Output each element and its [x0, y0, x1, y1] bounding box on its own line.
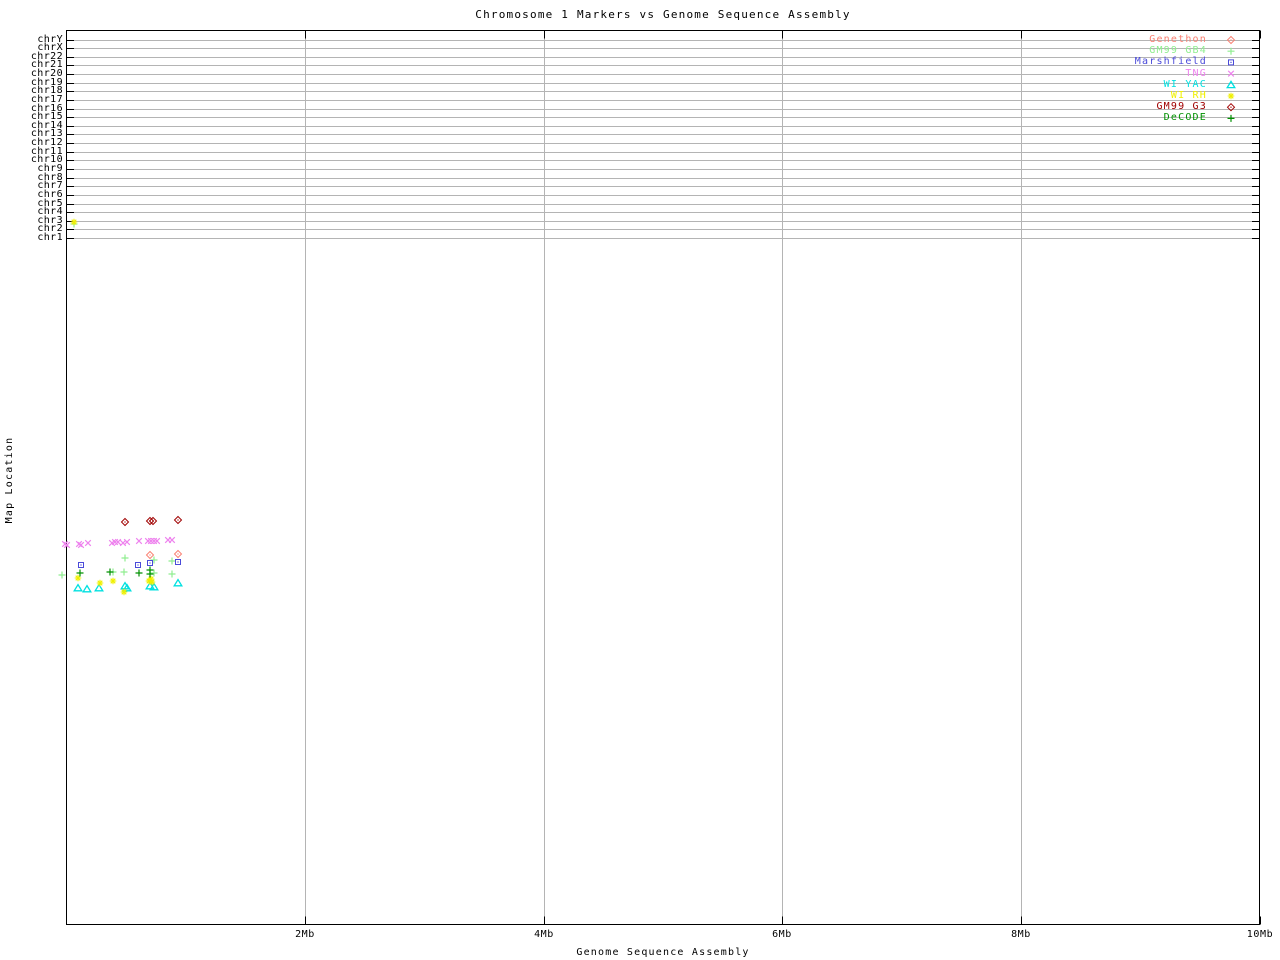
plus-marker — [135, 569, 143, 577]
open-diamond-marker — [148, 516, 158, 526]
cross-marker — [147, 537, 155, 545]
plus-marker — [1227, 114, 1235, 122]
legend-label-gm99-g3: GM99 G3 — [1156, 101, 1207, 113]
chromosome-row-label: chr4 — [37, 206, 63, 217]
open-diamond-marker — [145, 516, 155, 526]
cross-marker — [1227, 70, 1235, 77]
open-square-dot-marker — [1228, 59, 1234, 66]
chromosome-row-label: chr8 — [37, 172, 63, 183]
legend-label-marshfield: Marshfield — [1134, 56, 1207, 68]
legend-label-wi-rh: WI RH — [1170, 90, 1207, 101]
x-tick-label: 6Mb — [772, 929, 792, 940]
cross-marker — [168, 536, 176, 544]
plus-marker — [121, 554, 129, 562]
star-marker — [109, 577, 117, 585]
chromosome-row-label: chr20 — [30, 68, 63, 79]
chromosome-row-label: chr13 — [30, 128, 63, 139]
legend-label-wi-yac: WI YAC — [1163, 78, 1207, 90]
chromosome-row-label: chr16 — [30, 103, 63, 114]
cross-marker — [150, 537, 158, 545]
triangle-marker — [94, 583, 104, 592]
chromosome-row-label: chrX — [37, 42, 63, 53]
triangle-marker — [122, 583, 132, 592]
open-diamond-marker — [145, 550, 155, 560]
cross-marker — [63, 541, 71, 549]
plot-border — [66, 30, 1260, 925]
cross-marker — [84, 539, 92, 547]
chromosome-row-label: chr22 — [30, 51, 63, 62]
chromosome-row-label: chr3 — [37, 215, 63, 226]
legend-label-gm99-gb4: GM99 GB4 — [1149, 45, 1207, 57]
x-tick-label: 4Mb — [534, 929, 554, 940]
star-marker — [70, 218, 78, 226]
plus-marker — [168, 557, 176, 565]
cross-marker — [144, 537, 152, 545]
star-marker — [120, 588, 128, 596]
triangle-marker — [73, 583, 83, 592]
chromosome-row-label: chr15 — [30, 111, 63, 122]
open-diamond-marker — [173, 515, 183, 525]
star-marker — [148, 578, 156, 586]
legend-label-decode: DeCODE — [1163, 112, 1207, 124]
chromosome-row-label: chr14 — [30, 120, 63, 131]
cross-marker — [114, 538, 122, 546]
chromosome-row-label: chr11 — [30, 146, 63, 157]
plus-marker — [76, 569, 84, 577]
plus-marker — [58, 571, 66, 579]
cross-marker — [77, 541, 85, 549]
open-square-dot-marker — [147, 560, 153, 566]
plus-marker — [168, 570, 176, 578]
chromosome-row-label: chr17 — [30, 94, 63, 105]
legend-label-tng: TNG — [1185, 67, 1207, 79]
chromosome-row-label: chr12 — [30, 137, 63, 148]
triangle-marker — [145, 581, 155, 590]
x-tick-label: 2Mb — [295, 929, 315, 940]
chromosome-row-label: chr10 — [30, 154, 63, 165]
legend-label-genethon: Genethon — [1149, 34, 1207, 45]
triangle-marker — [173, 578, 183, 587]
chromosome-row-label: chr6 — [37, 189, 63, 200]
plus-marker — [150, 569, 158, 577]
open-square-dot-marker — [175, 559, 181, 565]
star-marker — [1227, 92, 1235, 100]
star-marker — [147, 575, 155, 583]
x-tick-label: 8Mb — [1011, 929, 1031, 940]
chromosome-row-label: chr18 — [30, 85, 63, 96]
y-axis-label: Map Location — [4, 436, 15, 524]
open-diamond-marker — [1226, 102, 1236, 112]
triangle-marker — [1226, 80, 1236, 89]
star-marker — [74, 574, 82, 582]
cross-marker — [123, 538, 131, 546]
cross-marker — [135, 537, 143, 545]
chart-title: Chromosome 1 Markers vs Genome Sequence … — [475, 8, 851, 21]
open-diamond-marker — [120, 517, 130, 527]
plus-marker — [1227, 47, 1235, 55]
open-square-dot-marker — [135, 562, 141, 568]
cross-marker — [75, 540, 83, 548]
open-diamond-marker — [1226, 35, 1236, 45]
open-diamond-marker — [173, 549, 183, 559]
chromosome-row-label: chr9 — [37, 163, 63, 174]
chromosome-row-label: chr19 — [30, 77, 63, 88]
cross-marker — [119, 539, 127, 547]
plus-marker — [146, 570, 154, 578]
cross-marker — [153, 537, 161, 545]
x-axis-label: Genome Sequence Assembly — [576, 947, 750, 958]
open-square-dot-marker — [78, 562, 84, 568]
chromosome-row-label: chr1 — [37, 232, 63, 243]
chromosome-row-label: chr2 — [37, 223, 63, 234]
chromosome-row-label: chr5 — [37, 198, 63, 209]
x-tick-label: 10Mb — [1246, 929, 1274, 940]
chromosome-row-label: chr21 — [30, 59, 63, 70]
chromosome-row-label: chr7 — [37, 180, 63, 191]
star-marker — [96, 579, 104, 587]
chromosome-row-label: chrY — [37, 34, 63, 45]
triangle-marker — [149, 582, 159, 591]
triangle-marker — [82, 584, 92, 593]
plus-marker — [106, 568, 114, 576]
plus-marker — [120, 568, 128, 576]
